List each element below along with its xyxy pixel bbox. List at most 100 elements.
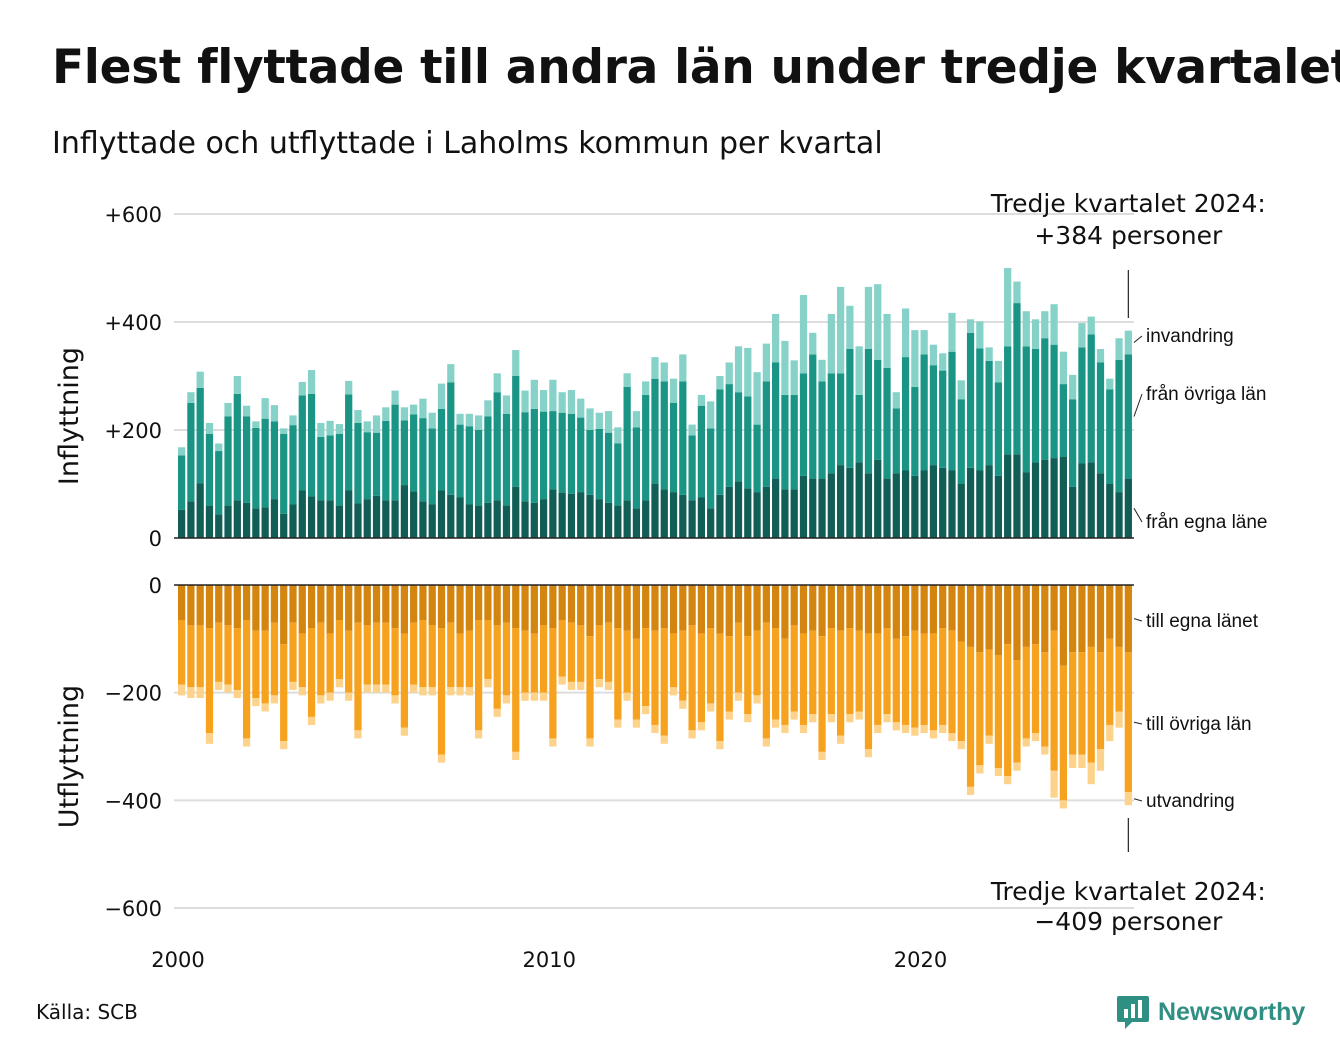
bar-out-0 bbox=[391, 585, 399, 629]
bar-out-1 bbox=[725, 636, 733, 712]
bar-out-1 bbox=[1087, 646, 1095, 763]
bar-out-2 bbox=[874, 724, 882, 734]
bar-out-2 bbox=[1041, 746, 1049, 755]
bar-in-2 bbox=[669, 378, 678, 403]
bar-out-1 bbox=[224, 625, 232, 685]
bar-in-2 bbox=[614, 427, 622, 444]
bar-in-1 bbox=[215, 451, 223, 515]
bar-out-0 bbox=[577, 585, 585, 626]
bar-in-0 bbox=[809, 478, 817, 538]
bar-in-0 bbox=[632, 508, 641, 538]
bar-out-2 bbox=[827, 714, 835, 723]
segment-label-leader bbox=[1133, 335, 1143, 343]
bar-out-2 bbox=[929, 730, 938, 739]
bar-out-2 bbox=[558, 676, 566, 685]
bar-in-1 bbox=[1078, 347, 1086, 464]
bar-out-0 bbox=[642, 585, 650, 629]
bar-out-2 bbox=[762, 738, 770, 747]
bar-in-1 bbox=[558, 412, 566, 493]
bar-in-1 bbox=[957, 399, 965, 484]
bar-in-1 bbox=[623, 386, 631, 501]
bar-in-1 bbox=[966, 332, 975, 468]
bar-in-0 bbox=[224, 505, 232, 538]
bar-in-1 bbox=[679, 381, 687, 495]
bar-out-2 bbox=[307, 716, 316, 725]
bar-in-2 bbox=[280, 428, 288, 434]
bar-in-1 bbox=[1050, 344, 1058, 459]
bar-out-2 bbox=[1050, 770, 1058, 798]
bar-in-1 bbox=[827, 373, 835, 474]
migration-chart: 0 +200 +400 +600 0 −200 −400 −600 Inflyttning Utf… bbox=[54, 189, 1268, 972]
bar-in-2 bbox=[317, 422, 325, 438]
bar-in-1 bbox=[484, 416, 492, 503]
bar-out-2 bbox=[614, 719, 622, 728]
bar-out-1 bbox=[178, 619, 186, 685]
bar-in-0 bbox=[883, 478, 891, 538]
bar-in-1 bbox=[178, 455, 186, 510]
bar-out-0 bbox=[614, 585, 622, 629]
bar-out-2 bbox=[892, 722, 900, 731]
bar-in-1 bbox=[892, 408, 900, 474]
bar-in-0 bbox=[558, 492, 566, 538]
bar-out-1 bbox=[855, 630, 863, 712]
bar-out-2 bbox=[818, 751, 826, 760]
bar-in-0 bbox=[744, 488, 752, 538]
bar-out-1 bbox=[242, 619, 251, 739]
bar-out-0 bbox=[270, 585, 279, 623]
bar-in-1 bbox=[577, 417, 585, 493]
y-tick-label-out: −200 bbox=[104, 682, 162, 706]
bar-in-2 bbox=[920, 330, 928, 355]
bar-in-1 bbox=[307, 393, 316, 497]
bar-out-2 bbox=[772, 719, 780, 728]
bar-in-2 bbox=[836, 286, 845, 374]
bar-in-2 bbox=[651, 357, 659, 379]
bar-in-2 bbox=[883, 313, 891, 368]
bar-out-1 bbox=[502, 622, 511, 696]
bar-out-0 bbox=[530, 585, 538, 634]
bar-out-0 bbox=[781, 585, 789, 639]
bar-out-2 bbox=[437, 754, 446, 763]
y-tick-label-in: +400 bbox=[104, 311, 162, 335]
bar-out-2 bbox=[382, 684, 390, 693]
bar-in-0 bbox=[521, 501, 529, 538]
bar-out-2 bbox=[1096, 749, 1105, 771]
bar-out-2 bbox=[781, 724, 789, 734]
bar-out-1 bbox=[586, 636, 594, 739]
segment-label: till egna länet bbox=[1146, 611, 1259, 632]
bar-in-2 bbox=[224, 403, 232, 417]
bar-in-1 bbox=[595, 428, 603, 500]
segment-label: utvandring bbox=[1146, 791, 1235, 812]
bar-out-1 bbox=[549, 628, 557, 739]
bar-out-2 bbox=[502, 695, 511, 704]
bar-in-0 bbox=[948, 470, 956, 538]
bar-out-0 bbox=[372, 585, 381, 623]
bar-out-2 bbox=[976, 765, 984, 774]
bar-out-1 bbox=[521, 630, 529, 693]
bar-out-1 bbox=[456, 633, 464, 688]
bar-in-1 bbox=[437, 408, 446, 491]
bar-out-0 bbox=[976, 585, 984, 653]
bar-out-2 bbox=[530, 692, 538, 701]
bar-out-1 bbox=[874, 633, 882, 725]
bar-in-2 bbox=[382, 407, 390, 421]
bar-out-1 bbox=[744, 636, 752, 715]
bar-out-0 bbox=[447, 585, 455, 623]
bar-in-2 bbox=[734, 346, 743, 393]
bar-in-1 bbox=[419, 418, 427, 502]
bar-in-2 bbox=[363, 421, 371, 433]
bar-in-0 bbox=[242, 502, 251, 538]
bar-in-2 bbox=[391, 390, 399, 405]
bar-in-1 bbox=[252, 427, 260, 509]
bar-out-1 bbox=[363, 625, 371, 685]
bar-in-1 bbox=[1041, 338, 1049, 460]
bar-in-0 bbox=[901, 470, 910, 538]
bar-in-1 bbox=[447, 382, 455, 495]
bar-out-0 bbox=[892, 585, 900, 639]
newsworthy-logo: Newsworthy bbox=[1116, 994, 1305, 1030]
bar-in-2 bbox=[1022, 311, 1030, 347]
bar-in-2 bbox=[242, 405, 251, 417]
bar-out-0 bbox=[326, 585, 334, 634]
bar-in-0 bbox=[307, 496, 316, 538]
bar-out-1 bbox=[781, 638, 789, 725]
bar-in-2 bbox=[252, 421, 260, 428]
